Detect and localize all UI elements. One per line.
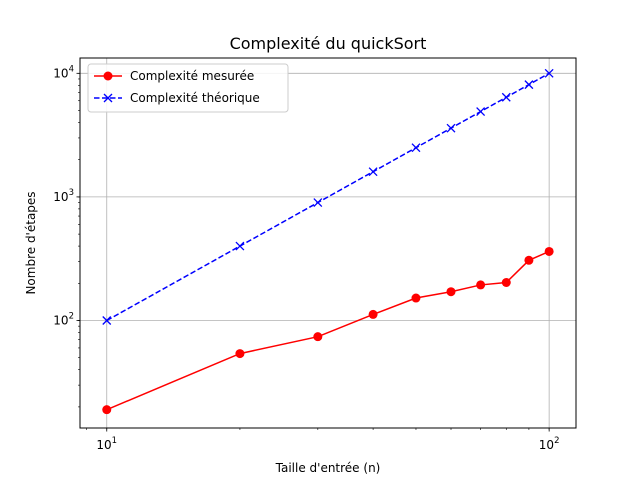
data-point-stroke — [368, 167, 378, 177]
data-point — [103, 71, 113, 81]
chart-title: Complexité du quickSort — [230, 34, 427, 53]
y-tick-label: 103 — [53, 188, 74, 204]
data-point — [235, 349, 245, 359]
data-point — [544, 246, 554, 256]
data-point — [368, 167, 378, 177]
data-point-stroke — [102, 316, 112, 325]
data-point — [446, 287, 456, 297]
x-axis-label: Taille d'entrée (n) — [275, 461, 381, 475]
data-point — [103, 93, 113, 103]
data-point-stroke — [235, 241, 245, 251]
legend-entry: Complexité mesurée — [94, 69, 254, 83]
plot-area — [102, 68, 554, 415]
data-point — [313, 332, 323, 342]
data-point — [524, 255, 534, 265]
series-line — [106, 250, 550, 411]
data-point — [446, 123, 456, 133]
data-point — [102, 405, 112, 415]
data-point-stroke — [524, 80, 534, 90]
y-tick-label: 102 — [53, 312, 74, 328]
data-point — [476, 280, 486, 290]
x-tick-label: 102 — [539, 436, 560, 452]
legend-label: Complexité théorique — [130, 91, 260, 105]
data-point-stroke — [544, 68, 554, 78]
series-line — [106, 72, 550, 322]
data-point-stroke — [411, 143, 421, 153]
data-point — [476, 107, 486, 117]
y-tick-label: 104 — [53, 64, 74, 80]
data-point-stroke — [313, 198, 323, 208]
data-point — [544, 68, 554, 78]
data-point-stroke — [103, 93, 113, 103]
legend: Complexité mesurée Complexité théorique — [87, 63, 289, 113]
x-tick-label: 101 — [96, 436, 117, 452]
ticks: 101 102 102 103 104 — [53, 64, 559, 452]
data-point — [501, 278, 511, 288]
grid — [80, 58, 576, 428]
series-1 — [102, 246, 554, 415]
data-point — [411, 143, 421, 153]
y-axis-label: Nombre d'étapes — [24, 191, 38, 294]
data-point — [411, 293, 421, 303]
data-point — [235, 241, 245, 251]
data-point-stroke — [446, 123, 456, 133]
data-point — [368, 309, 378, 319]
data-point — [501, 92, 511, 102]
series-2 — [102, 68, 554, 325]
data-point-stroke — [476, 107, 486, 117]
data-point — [524, 80, 534, 90]
legend-label: Complexité mesurée — [130, 69, 254, 83]
data-point — [313, 198, 323, 208]
legend-box — [87, 63, 289, 113]
plot-frame — [79, 57, 577, 429]
legend-entry: Complexité théorique — [94, 91, 260, 105]
data-point-stroke — [501, 92, 511, 102]
data-point — [102, 316, 112, 325]
